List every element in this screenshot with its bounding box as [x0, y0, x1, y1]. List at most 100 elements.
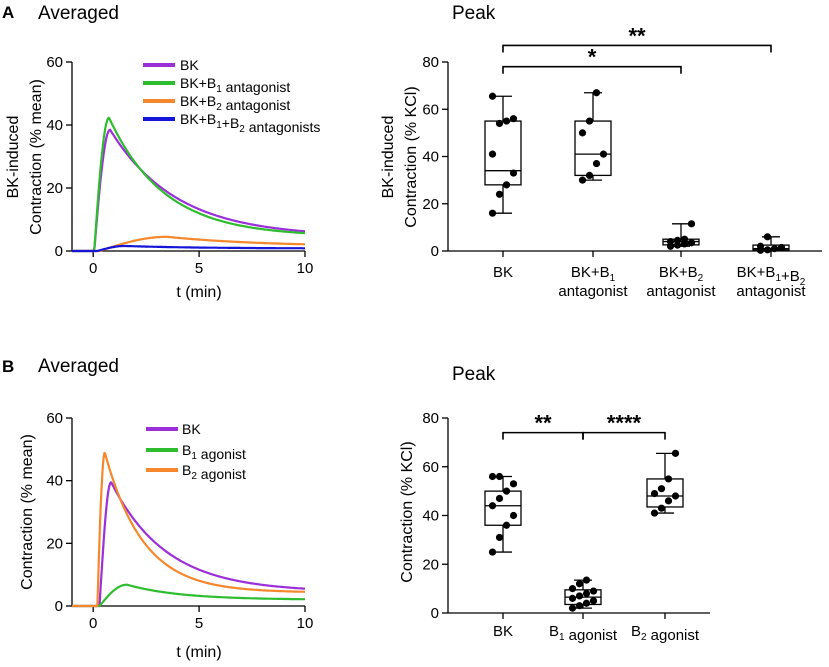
data-point [488, 92, 497, 100]
legend: BK BK+B1 antagonist BK+B2 antagonist BK+… [143, 57, 320, 135]
significance-label: **** [607, 411, 642, 436]
data-point [568, 594, 577, 602]
data-point [495, 190, 504, 198]
panel-a-peak-chart: BK-induced Contraction (% KCl) BK BK+B1 … [380, 23, 822, 300]
x-tick-label: 10 [297, 260, 314, 277]
data-point [502, 181, 511, 189]
data-point [763, 246, 772, 254]
y-tick-label: 40 [422, 508, 439, 525]
data-point [502, 487, 511, 495]
data-point [671, 449, 680, 457]
bracket-line [502, 44, 772, 53]
x-tick-label: 0 [89, 260, 97, 277]
legend-label-b1-agonist: B1 agonist [182, 442, 246, 462]
bracket-line [502, 65, 682, 74]
data-point [657, 504, 666, 512]
data-point [575, 602, 584, 610]
y-tick-label: 0 [431, 605, 439, 622]
y-tick-label: 60 [46, 410, 63, 427]
data-point [650, 489, 659, 498]
data-point [582, 589, 591, 598]
significance-label: ** [534, 411, 552, 436]
y-tick-label: 60 [46, 54, 63, 71]
series-line-b2-agonist [71, 451, 306, 608]
data-point [777, 243, 786, 252]
y-tick-label: 60 [422, 459, 439, 476]
y-tick-label: 40 [46, 473, 63, 490]
data-point [687, 220, 696, 228]
data-point [582, 576, 591, 584]
data-point [488, 548, 497, 556]
data-point [589, 597, 598, 605]
series-line-bk [71, 481, 306, 608]
data-point [578, 176, 587, 184]
significance-label: ** [628, 23, 646, 48]
data-point [575, 580, 584, 588]
significance-label: * [588, 45, 597, 70]
x-tick-label-bk-b1-b2: BK+B1+B2 [737, 264, 806, 288]
series-line-b1-agonist [71, 583, 306, 608]
series-line-bk-b1-antagonist [71, 116, 306, 253]
data-point [763, 233, 772, 241]
y-tick-label: 20 [422, 556, 439, 573]
y-label: Contraction (% KCl) [399, 441, 416, 582]
y-tick-label: 20 [46, 180, 63, 197]
y-tick-label: 80 [422, 54, 439, 71]
data-point [664, 475, 673, 483]
y-tick-label: 40 [422, 149, 439, 166]
x-tick-label: 5 [195, 260, 203, 277]
x-tick-label: 0 [89, 615, 97, 632]
data-point [756, 242, 765, 250]
data-point [585, 171, 594, 179]
legend-label-bk: BK [182, 421, 201, 437]
box-0 [484, 472, 522, 556]
y-label-line1: BK-induced [5, 116, 22, 199]
data-point [495, 119, 504, 128]
data-point [592, 89, 601, 97]
panel-a-peak-title: Peak [452, 3, 496, 24]
data-point [495, 494, 504, 503]
data-point [666, 237, 675, 246]
panel-b-peak-chart: Contraction (% KCl) BK B1 agonist B2 ago… [399, 410, 710, 644]
data-point [488, 150, 497, 158]
panel-b-letter: B [2, 357, 14, 376]
x-tick-label-bk: BK [493, 623, 513, 640]
data-point [657, 485, 666, 493]
data-point [488, 209, 497, 217]
data-point [673, 236, 682, 244]
x-tick-label: 10 [297, 615, 314, 632]
data-point [664, 497, 673, 505]
y-tick-label: 0 [55, 598, 63, 615]
box-1 [574, 89, 612, 184]
data-point [687, 239, 696, 247]
box-iqr [574, 120, 612, 177]
y-tick-label: 20 [422, 196, 439, 213]
significance-bracket: **** [582, 411, 666, 440]
x-tick-label-bk-b1: BK+B1 [571, 264, 616, 284]
data-point [770, 245, 779, 253]
box-1 [564, 576, 602, 612]
data-point [502, 521, 511, 529]
y-tick-label: 40 [46, 117, 63, 134]
panel-b-peak-title: Peak [452, 364, 496, 385]
x-tick-label-b1-agonist: B1 agonist [549, 623, 618, 644]
legend-label-bk: BK [180, 57, 199, 73]
data-point [509, 115, 518, 123]
data-point [509, 480, 518, 488]
x-tick-label: 5 [195, 615, 203, 632]
x-tick-label-antagonist: antagonist [736, 283, 806, 300]
y-label-line2: Contraction (% mean) [28, 79, 45, 235]
x-tick-label-bk-b2: BK+B2 [659, 264, 704, 284]
box-2 [662, 220, 700, 250]
box-3 [752, 233, 790, 254]
y-tick-label: 0 [431, 243, 439, 260]
data-point [582, 599, 591, 607]
data-point [671, 492, 680, 500]
data-point [589, 587, 598, 595]
box-2 [646, 449, 684, 517]
data-point [650, 509, 659, 517]
y-tick-label: 80 [422, 410, 439, 427]
x-tick-label-b2-agonist: B2 agonist [631, 623, 700, 644]
legend-label-b2-antagonist: BK+B2 antagonist [180, 93, 290, 113]
data-point [592, 159, 601, 168]
